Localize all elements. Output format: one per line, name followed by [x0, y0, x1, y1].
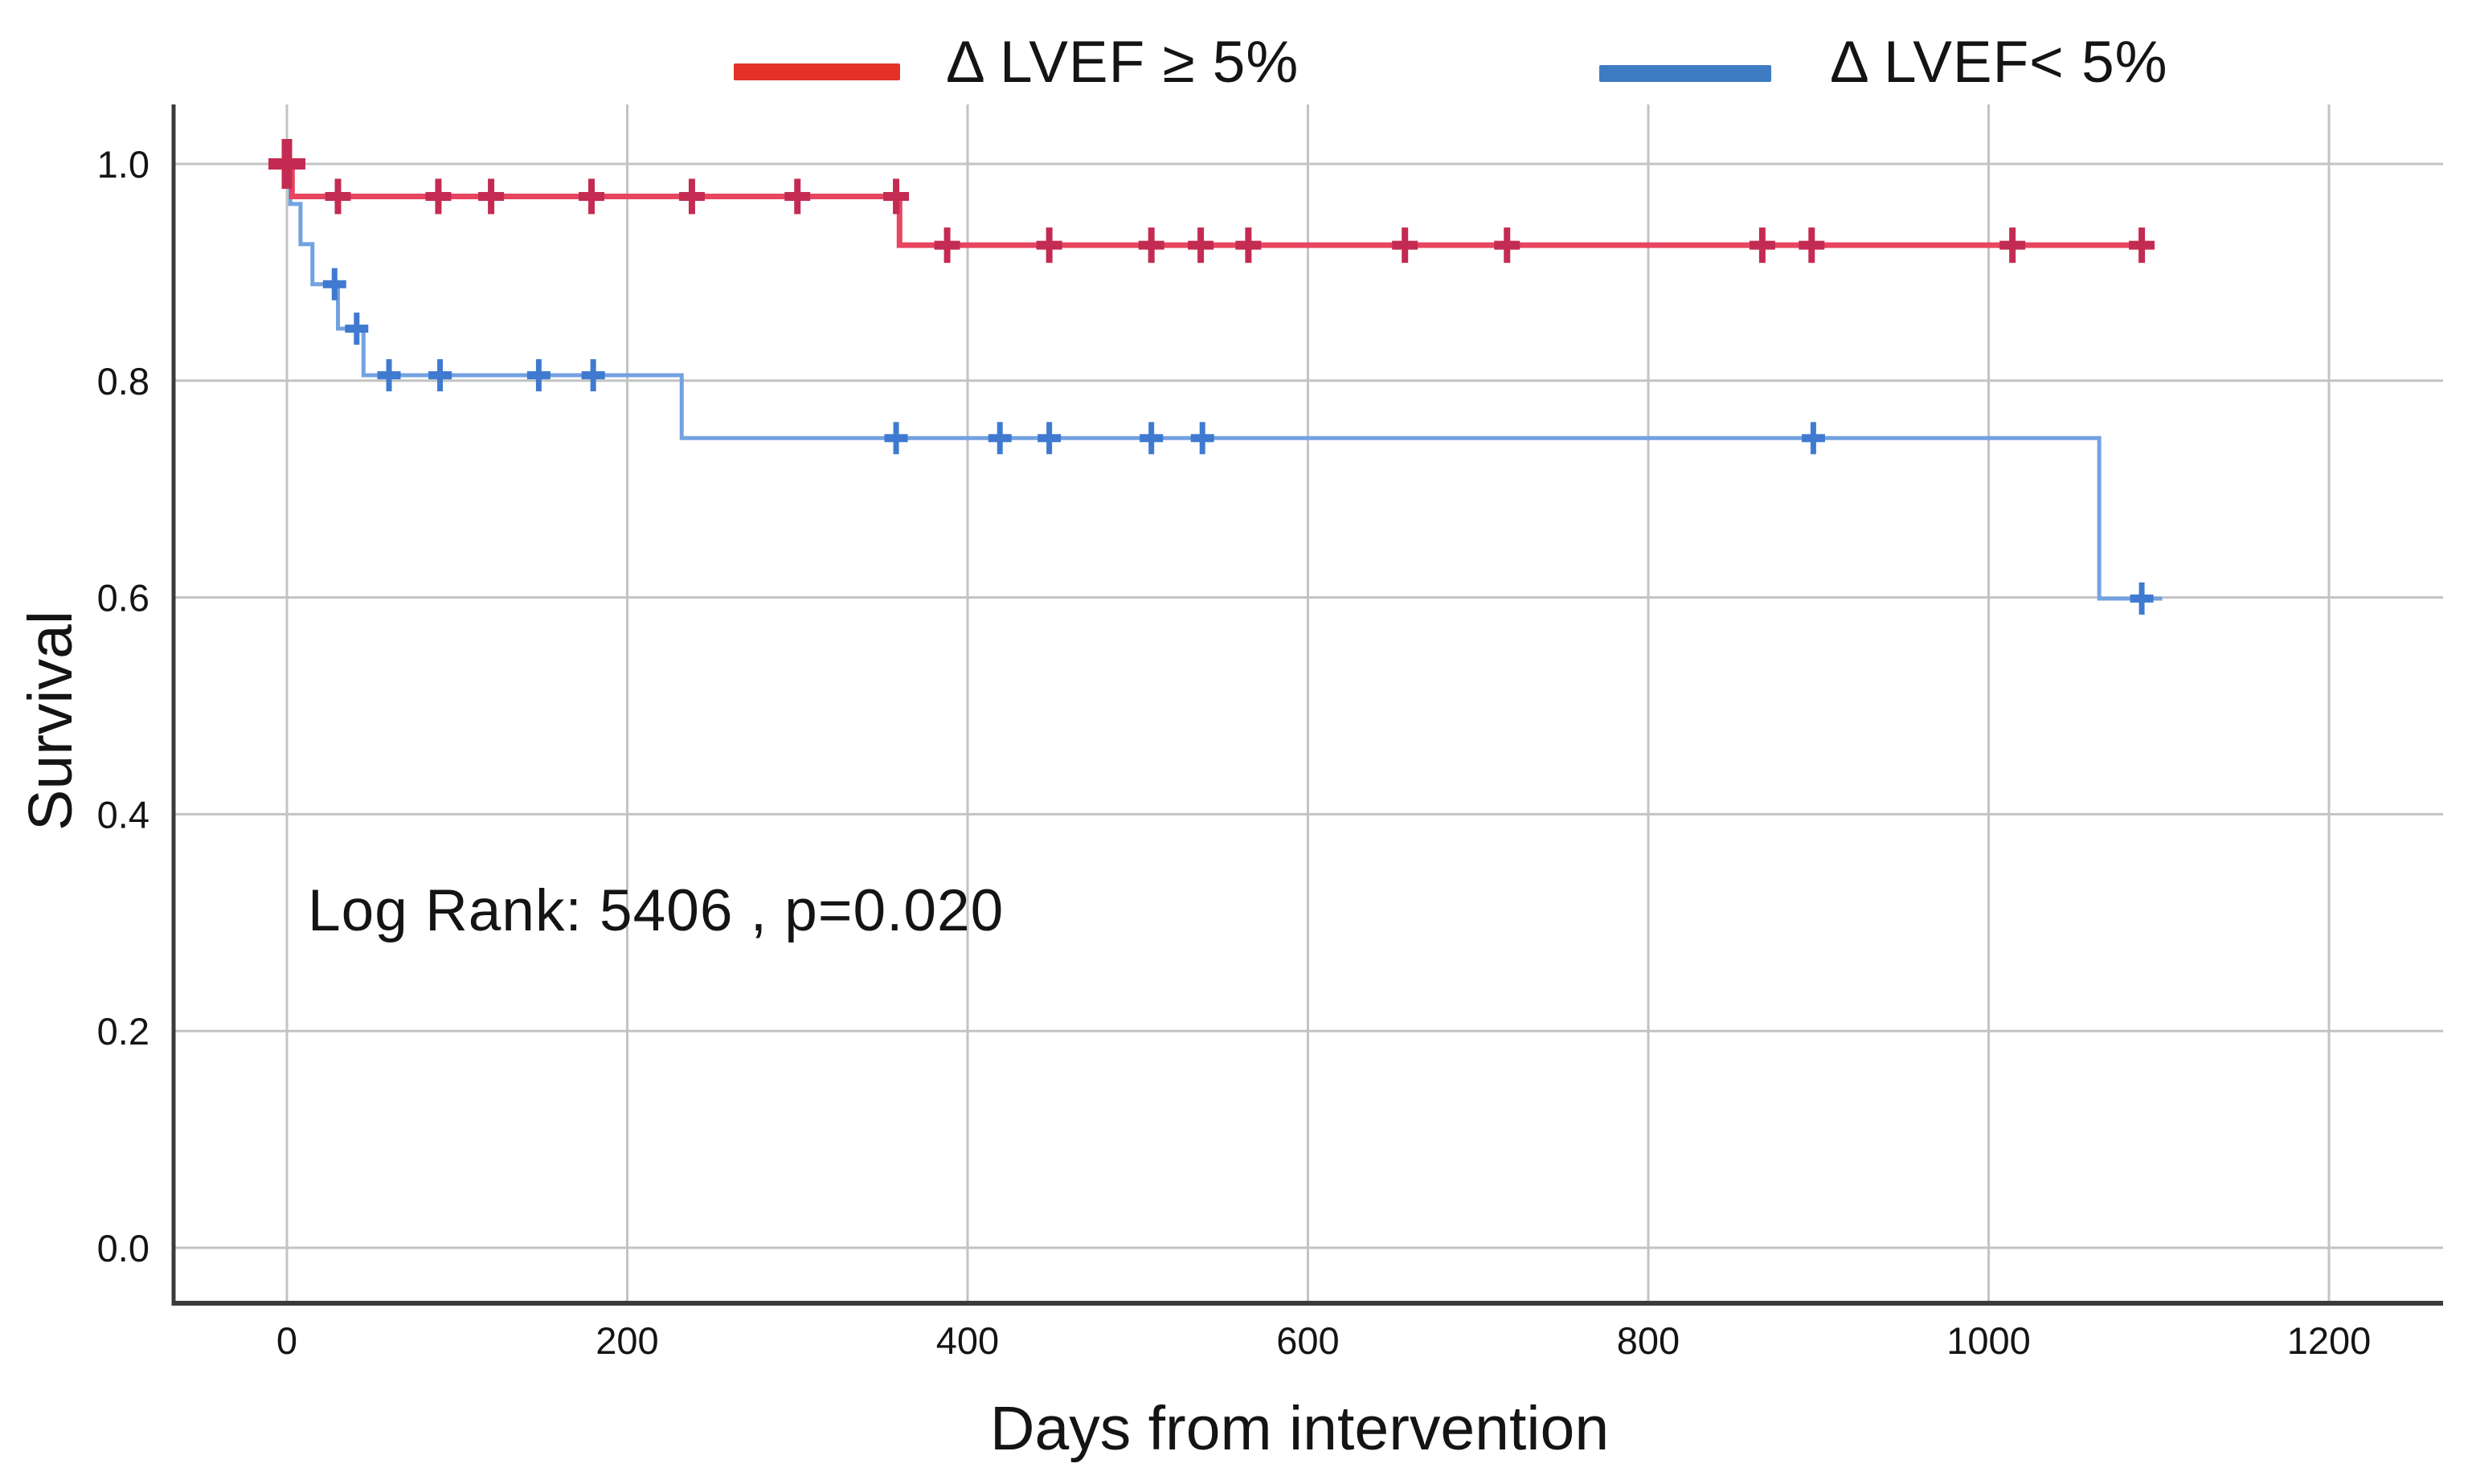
censor-mark — [1038, 434, 1062, 443]
x-tick-label: 200 — [595, 1319, 658, 1362]
censor-mark — [345, 325, 369, 333]
censor-mark — [678, 191, 705, 201]
censor-mark — [883, 191, 910, 201]
censor-mark — [1999, 240, 2026, 250]
x-tick-label: 600 — [1276, 1319, 1339, 1362]
censor-mark — [579, 191, 605, 201]
censor-mark — [1801, 434, 1825, 443]
censor-mark — [322, 280, 346, 288]
series-line-lvef-lt-5 — [287, 161, 2163, 601]
y-tick-label: 0.6 — [97, 577, 149, 619]
y-tick-label: 0.2 — [97, 1010, 149, 1053]
legend-swatch-blue — [1599, 65, 1771, 82]
x-tick-label: 800 — [1617, 1319, 1680, 1362]
censor-mark — [1799, 240, 1825, 250]
censor-mark — [1235, 240, 1262, 250]
censor-mark — [425, 191, 452, 201]
censor-mark — [2130, 594, 2154, 603]
censor-mark — [1138, 240, 1164, 250]
censor-mark — [1140, 434, 1164, 443]
censor-mark — [1494, 240, 1520, 250]
x-tick-label: 1000 — [1946, 1319, 2031, 1362]
y-tick-label: 1.0 — [97, 143, 149, 186]
censor-mark — [988, 434, 1012, 443]
legend-label-lvef-ge-5: Δ LVEF ≥ 5% — [946, 30, 1299, 95]
censor-mark — [526, 371, 550, 380]
y-tick-label: 0.0 — [97, 1227, 149, 1269]
legend-label-lvef-lt-5: Δ LVEF< 5% — [1830, 30, 2168, 95]
censor-mark — [1190, 434, 1214, 443]
start-censor-mark — [268, 158, 305, 170]
censor-mark — [934, 240, 960, 250]
x-tick-label: 400 — [936, 1319, 999, 1362]
y-axis-title: Survival — [16, 611, 85, 831]
censor-mark — [581, 371, 605, 380]
censor-mark — [884, 434, 908, 443]
censor-mark — [1188, 240, 1214, 250]
censor-mark — [478, 191, 505, 201]
censor-mark — [377, 371, 401, 380]
censor-mark — [784, 191, 811, 201]
x-tick-label: 1200 — [2287, 1319, 2372, 1362]
y-tick-label: 0.8 — [97, 360, 149, 403]
x-axis-title: Days from intervention — [989, 1394, 1610, 1463]
censor-mark — [1749, 240, 1775, 250]
log-rank-annotation: Log Rank: 5406 , p=0.020 — [308, 878, 1005, 943]
censor-mark — [1036, 240, 1062, 250]
censor-mark — [1392, 240, 1418, 250]
x-tick-label: 0 — [276, 1319, 297, 1362]
censor-mark — [428, 371, 452, 380]
series-line-lvef-ge-5 — [287, 161, 2151, 248]
censor-mark — [2129, 240, 2155, 250]
censor-mark — [325, 191, 351, 201]
y-tick-label: 0.4 — [97, 793, 149, 836]
legend-swatch-red — [734, 63, 900, 80]
